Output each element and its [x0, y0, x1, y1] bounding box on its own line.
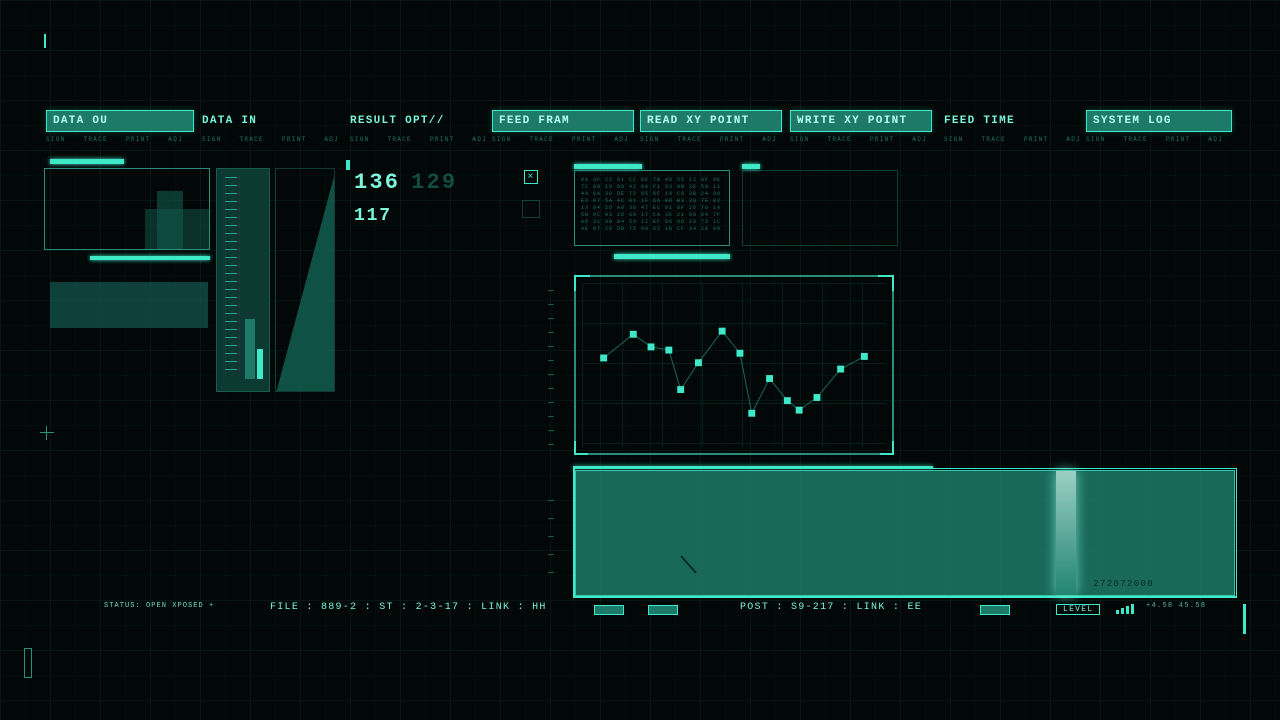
- tab-write-xy[interactable]: WRITE XY POINT: [790, 110, 932, 132]
- wide-readout: 272072000: [1093, 579, 1154, 589]
- data-stream-text: 0A 3F 22 91 CC 0E 7B 4D 55 12 AF 9E 7C 0…: [581, 177, 725, 241]
- text-panel-accent: [574, 164, 642, 169]
- numeric-primary: 136: [354, 170, 400, 195]
- xy-chart: [576, 277, 892, 455]
- tab-sublabels: SIGNTRACEPRINTADJ: [1086, 136, 1223, 143]
- wide-data-panel: 272072000: [575, 470, 1235, 596]
- status-post: POST : S9-217 : LINK : EE: [740, 602, 922, 613]
- left-fill-block: [50, 282, 208, 328]
- left-preview-box: [44, 168, 210, 250]
- tab-syslog[interactable]: SYSTEM LOG: [1086, 110, 1232, 132]
- numeric-tertiary: 117: [354, 206, 392, 226]
- signal-bars-icon: [1116, 604, 1134, 614]
- trace-mark-icon: [676, 551, 716, 581]
- scan-column: [1056, 471, 1076, 595]
- tab-label-result[interactable]: RESULT OPT//: [350, 115, 445, 127]
- tab-label-feed-time[interactable]: FEED TIME: [944, 115, 1015, 127]
- aux-accent: [742, 164, 760, 169]
- aux-panel: [742, 170, 898, 246]
- accent-tick: [346, 160, 350, 170]
- tab-data-out[interactable]: DATA OU: [46, 110, 194, 132]
- corner-marker: [24, 648, 32, 678]
- chart-ruler-left: [548, 290, 554, 450]
- tab-read-xy[interactable]: READ XY POINT: [640, 110, 782, 132]
- corner-tick-right: [1243, 604, 1246, 634]
- tab-sublabels: SIGNTRACEPRINTADJ: [202, 136, 339, 143]
- xy-chart-panel[interactable]: [574, 275, 894, 455]
- tab-label-data-in[interactable]: DATA IN: [202, 115, 257, 127]
- chart-ruler-bottom: [548, 500, 554, 590]
- status-indicator-3[interactable]: [980, 605, 1010, 615]
- status-indicator-2[interactable]: [648, 605, 678, 615]
- vertical-bars-panel: [216, 168, 270, 392]
- level-badge: LEVEL: [1056, 604, 1100, 615]
- tab-sublabels: SIGNTRACEPRINTADJ: [944, 136, 1081, 143]
- accent-bar: [50, 159, 124, 164]
- tab-sublabels: SIGNTRACEPRINTADJ: [640, 136, 777, 143]
- tab-sublabels: SIGNTRACEPRINTADJ: [350, 136, 487, 143]
- text-data-panel: 0A 3F 22 91 CC 0E 7B 4D 55 12 AF 9E 7C 0…: [574, 170, 730, 246]
- close-icon[interactable]: ×: [524, 170, 538, 184]
- text-panel-underline: [614, 254, 730, 259]
- numeric-secondary: 129: [411, 170, 457, 195]
- corner-tick: [44, 34, 46, 48]
- status-left: STATUS: OPEN XPOSED +: [104, 602, 214, 610]
- tab-feed-fram[interactable]: FEED FRAM: [492, 110, 634, 132]
- tab-sublabels: SIGNTRACEPRINTADJ: [492, 136, 629, 143]
- accent-bar-2: [90, 256, 210, 260]
- status-tail: +4.58 45.58: [1146, 602, 1206, 610]
- status-indicator-1[interactable]: [594, 605, 624, 615]
- tab-sublabels: SIGNTRACEPRINTADJ: [46, 136, 183, 143]
- tab-sublabels: SIGNTRACEPRINTADJ: [790, 136, 927, 143]
- status-file: FILE : 889-2 : ST : 2-3-17 : LINK : HH: [270, 602, 547, 613]
- ramp-panel: [275, 168, 335, 392]
- mini-slot: [522, 200, 540, 218]
- status-bar: STATUS: OPEN XPOSED + FILE : 889-2 : ST …: [0, 602, 1280, 618]
